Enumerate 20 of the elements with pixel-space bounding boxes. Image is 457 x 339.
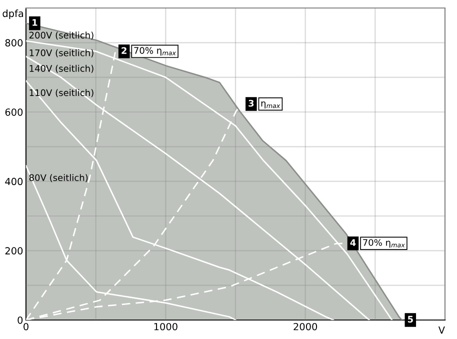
x-axis-title: V [438, 326, 445, 334]
x-tick-label: 1000 [154, 322, 178, 330]
series-label: 80V (seitlich) [29, 174, 88, 182]
y-tick-label: 600 [5, 108, 23, 116]
series-label: 200V (seitlich) [29, 32, 94, 40]
annotation: 1 [32, 19, 38, 26]
annotation: 2 70% η$_{max}$ [122, 47, 176, 56]
series-label: 170V (seitlich) [30, 49, 94, 58]
y-tick-label: 200 [5, 247, 23, 254]
series-label: 110V (seitlich) [30, 89, 94, 98]
y-tick-label: 800 [5, 39, 23, 46]
x-tick-label: 2000 [294, 322, 318, 330]
y-tick-label: 400 [5, 178, 23, 186]
y-axis-title: dpfa [2, 10, 24, 19]
x-tick-label: 0 [24, 322, 28, 330]
series-label: 140V (seitlich) [30, 64, 94, 73]
annotation: 4 70% η$_{max}$ [350, 239, 405, 248]
annotation: 5 [408, 316, 413, 323]
y-tick-label: 0 [18, 316, 23, 324]
annotation: 3 η$_{max}$ [248, 100, 280, 108]
